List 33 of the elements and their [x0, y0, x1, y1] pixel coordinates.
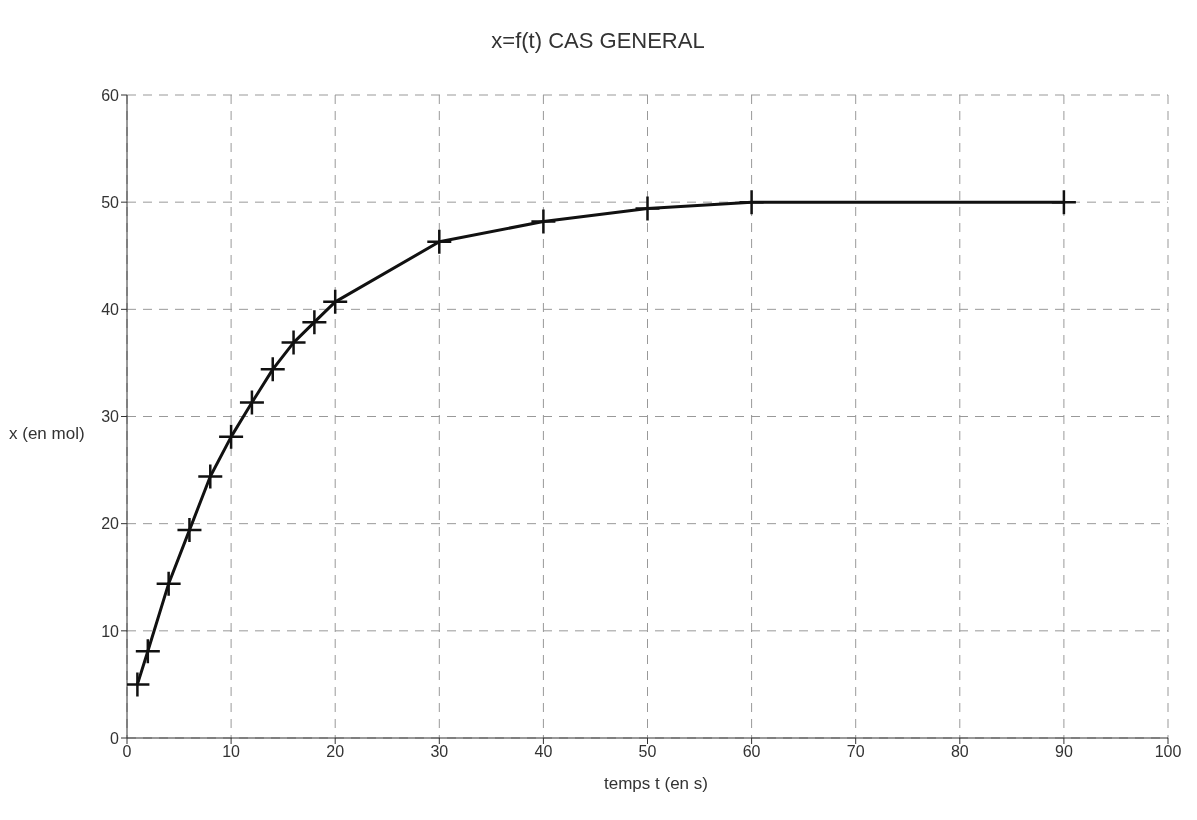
- x-tick-label: 50: [638, 743, 657, 761]
- x-tick-label: 70: [846, 743, 865, 761]
- chart-title: x=f(t) CAS GENERAL: [490, 28, 706, 54]
- x-tick-label: 0: [122, 743, 132, 761]
- point: [198, 464, 223, 489]
- point: [635, 196, 660, 221]
- x-tick-label: 10: [222, 743, 241, 761]
- y-axis-title: x (en mol): [9, 424, 85, 444]
- x-axis-title: temps t (en s): [603, 774, 709, 794]
- x-tick-label: 30: [430, 743, 449, 761]
- x-tick-label: 40: [534, 743, 553, 761]
- point: [239, 390, 264, 415]
- x-tick-label: 90: [1055, 743, 1073, 761]
- point: [281, 330, 306, 355]
- x-tick-label: 80: [950, 743, 969, 761]
- x-tick-label: 100: [1154, 743, 1182, 761]
- point: [260, 357, 285, 382]
- point: [531, 209, 556, 234]
- point: [156, 571, 181, 596]
- y-tick-label: 10: [101, 622, 120, 640]
- point: [427, 229, 452, 254]
- y-tick-label: 60: [101, 86, 120, 104]
- point: [739, 190, 764, 215]
- x-tick-label: 60: [742, 743, 761, 761]
- y-tick-label: 50: [101, 193, 120, 211]
- point: [177, 518, 202, 543]
- point: [302, 310, 327, 335]
- point: [127, 672, 150, 697]
- x-tick-label: 20: [326, 743, 345, 761]
- y-tick-label: 30: [101, 408, 120, 426]
- y-tick-label: 0: [110, 729, 120, 747]
- y-tick-label: 20: [101, 515, 120, 533]
- y-tick-label: 40: [101, 301, 120, 319]
